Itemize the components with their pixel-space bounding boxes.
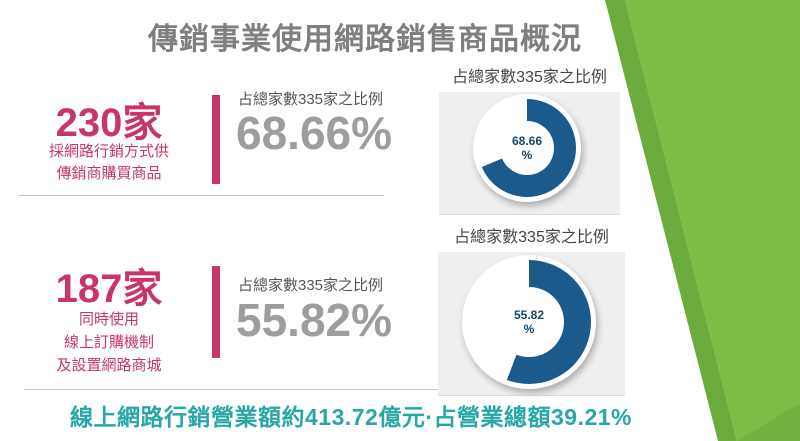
donut-center-label: 68.66 %	[473, 94, 581, 202]
stat-count-230: 230家	[55, 101, 163, 145]
donut-panel: 55.82 %	[438, 252, 625, 396]
stat-desc-line: 傳銷商購買商品	[56, 165, 162, 182]
pink-bar-divider	[212, 266, 220, 358]
horizontal-divider	[18, 195, 384, 196]
donut-center-value: 68.66	[511, 134, 543, 148]
stat-desc-line: 及設置網路商城	[56, 357, 162, 374]
donut-chart-title: 占總家數335家之比例	[452, 69, 607, 86]
stat-desc-line: 採網路行銷方式供	[48, 143, 169, 160]
donut-center-label: 55.82 %	[462, 255, 596, 389]
donut-center-unit: %	[521, 148, 533, 162]
donut-panel: 68.66 %	[439, 92, 620, 215]
page-title: 傳銷事業使用網路銷售商品概況	[148, 23, 582, 56]
donut-center-value: 55.82	[513, 308, 545, 322]
stat-desc-line: 同時使用	[78, 311, 139, 328]
donut-chart-5582: 55.82 %	[462, 255, 596, 389]
donut-ring	[478, 99, 576, 197]
horizontal-divider	[24, 389, 624, 390]
ratio-label: 占總家數335家之比例	[238, 277, 384, 294]
percent-value-5582: 55.82%	[236, 294, 393, 346]
stat-desc-line: 線上訂購機制	[63, 334, 154, 351]
stat-desc-187: 同時使用 線上訂購機制 及設置網路商城	[8, 308, 210, 377]
footer-summary: 線上網路行銷營業額約413.72億元·占營業總額39.21%	[69, 404, 632, 430]
donut-chart-title: 占總家數335家之比例	[454, 229, 609, 246]
stat-count-187: 187家	[55, 267, 163, 311]
donut-ring	[467, 260, 591, 384]
donut-center-unit: %	[523, 322, 535, 336]
stat-desc-230: 採網路行銷方式供 傳銷商購買商品	[8, 141, 210, 185]
pink-bar-divider	[212, 95, 220, 184]
ratio-label: 占總家數335家之比例	[238, 91, 384, 108]
percent-value-6866: 68.66%	[236, 107, 393, 159]
donut-chart-6866: 68.66 %	[473, 94, 581, 202]
